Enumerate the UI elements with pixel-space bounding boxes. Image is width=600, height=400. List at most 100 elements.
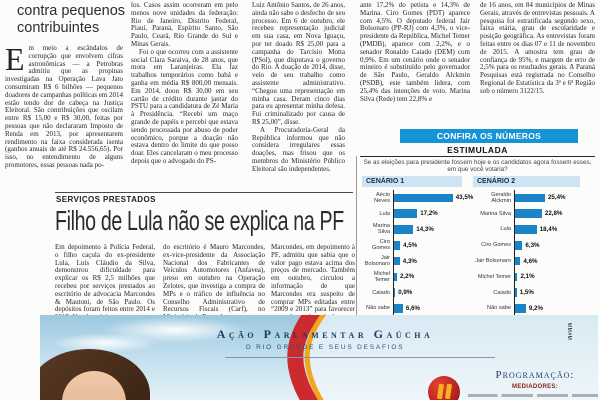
main-headline: Filho de Lula não se explica na PF: [55, 205, 344, 236]
vote-value: 1,5%: [519, 289, 534, 297]
vote-value: 43,5%: [455, 194, 474, 202]
chart-row: Geraldo Alckmin 25,4%: [473, 190, 590, 206]
ad-title-rule: [225, 357, 495, 358]
chart-row: Não sabe 6,6%: [362, 300, 470, 317]
panel-header: CONFIRA OS NÚMEROS: [400, 129, 578, 143]
candidate-label: Caiado: [493, 289, 511, 296]
article-text: m meio a escândalos de corrupção que env…: [5, 45, 123, 169]
vote-value: 4,3%: [402, 257, 417, 265]
scenario-2-chart: Geraldo Alckmin 25,4% Marina Silva 22,8% Lul…: [473, 190, 590, 333]
drop-cap: E: [5, 45, 25, 77]
candidate-label: Marina Silva: [480, 210, 511, 217]
bar-track: 0,9%: [393, 284, 470, 301]
chart-row: Michel Temer 2,1%: [473, 268, 590, 285]
article-column-3: Luiz Antônio Santos, de 26 anos, ainda n…: [252, 2, 345, 189]
bar-track: 4,3%: [393, 253, 470, 269]
chart-row: Lula 17,2%: [362, 205, 470, 222]
bar-track: 4,5%: [393, 237, 470, 254]
ad-credit: MM#M: [566, 323, 572, 341]
article-paragraph: los. Casos assim ocorreram em pelo menos…: [131, 2, 238, 48]
vote-value: 9,2%: [528, 304, 543, 312]
bar-track: 2,2%: [393, 268, 470, 285]
candidate-label: Não sabe: [487, 305, 511, 312]
vote-bar: [394, 209, 418, 218]
vote-bar: [394, 256, 400, 266]
vote-bar: [515, 209, 542, 218]
vote-value: 22,8%: [544, 210, 563, 218]
bar-track: 22,8%: [514, 205, 590, 222]
chart-row: Não sabe 9,2%: [473, 300, 590, 317]
bar-track: 6,6%: [393, 300, 470, 317]
article-column-2: los. Casos assim ocorreram em pelo menos…: [131, 2, 238, 189]
chart-row: Caiado 1,5%: [473, 284, 590, 301]
vote-bar: [515, 304, 526, 313]
chart-row: Marina Silva 22,8%: [473, 205, 590, 222]
bar-track: 17,2%: [393, 205, 470, 222]
ad-banner: Ação Parlamentar Gaúcha O RIO GRANDE E S…: [40, 315, 598, 400]
bottom-article-column-3: Marcondes, em depoimento à PF, admitiu q…: [271, 244, 355, 320]
bar-track: 1,5%: [514, 284, 590, 301]
vote-value: 4,6%: [523, 257, 538, 265]
candidate-label: Lula: [379, 210, 390, 217]
panel-subheader: ESTIMULADA: [447, 145, 508, 155]
article-column-5: de 16 anos, em 84 municípios de Minas Ge…: [480, 2, 595, 95]
ad-swoosh: [287, 315, 327, 400]
ad-mediators-label: MEDIADORES:: [512, 384, 558, 390]
chart-row: Aécio Neves 43,5%: [362, 190, 473, 206]
vote-value: 18,4%: [539, 225, 558, 233]
kicker: SERVIÇOS PRESTADOS: [56, 195, 156, 204]
vote-bar: [515, 225, 537, 234]
scenario-1-title: CENÁRIO 1: [362, 176, 462, 187]
ad-mediators-names: [468, 394, 598, 397]
ad-subtitle: O RIO GRANDE E SEUS DESAFIOS: [245, 344, 405, 351]
vote-value: 6,3%: [525, 241, 540, 249]
candidate-label: Michel Temer: [477, 273, 511, 280]
chart-row: Jair Bolsonaro 4,6%: [473, 253, 590, 269]
vote-value: 2,1%: [520, 273, 535, 281]
candidate-label: Aécio Neves: [374, 191, 390, 204]
article-paragraph: Foi o que ocorreu com a assistente socia…: [131, 47, 238, 165]
bar-track: 9,2%: [514, 300, 590, 317]
vote-bar: [394, 193, 453, 203]
cloud: [50, 333, 160, 353]
candidate-label: Lula: [500, 226, 511, 233]
vote-value: 25,4%: [547, 194, 566, 202]
candidate-label: Geraldo Alckmin: [491, 191, 511, 204]
bar-track: 2,1%: [514, 268, 590, 285]
article-paragraph: A Procuradoria-Geral da República inform…: [252, 125, 345, 173]
chart-row: Jair Bolsonaro 4,3%: [362, 253, 470, 269]
candidate-label: Jair Bolsonaro: [475, 258, 511, 265]
candidate-label: Michel Temer: [373, 270, 390, 283]
bar-track: 43,5%: [393, 190, 473, 206]
bottom-article-column-2: do escritório é Mauro Marcondes, ex-vice…: [163, 244, 265, 320]
scenario-2-title: CENÁRIO 2: [473, 176, 580, 187]
panel-question: Se as eleições para presidente fossem ho…: [363, 159, 592, 173]
bar-track: 4,6%: [514, 253, 590, 269]
chart-row: Ciro Gomes 6,3%: [473, 237, 590, 254]
vote-bar: [515, 241, 523, 250]
article-separator: [55, 192, 353, 193]
vote-bar: [515, 272, 518, 282]
bar-track: 6,3%: [514, 237, 590, 254]
bottom-article-column-1: Em depoimento à Polícia Federal, o filho…: [55, 244, 155, 320]
vote-bar: [394, 225, 414, 234]
ad-title: Ação Parlamentar Gaúcha: [216, 327, 434, 341]
vote-value: 2,2%: [399, 273, 415, 281]
vote-value: 17,2%: [420, 210, 438, 218]
candidate-label: Ciro Gomes: [481, 242, 511, 249]
candidate-label: Não sabe: [366, 305, 390, 312]
chart-row: Lula 18,4%: [473, 221, 590, 238]
candidate-label: Caiado: [372, 289, 390, 296]
chart-row: Caiado 0,9%: [362, 284, 470, 301]
vote-bar: [394, 288, 396, 297]
article-paragraph: Luiz Antônio Santos, de 26 anos, ainda n…: [252, 2, 345, 126]
woman-photo: [40, 315, 308, 400]
candidate-label: Jair Bolsonaro: [364, 255, 390, 268]
panel-divider: [356, 156, 357, 333]
panel-subheader-rule: [360, 156, 595, 157]
candidate-label: Marina Silva: [372, 223, 390, 236]
bar-track: 25,4%: [514, 190, 590, 206]
bar-track: 14,3%: [393, 221, 470, 238]
vote-bar: [515, 193, 545, 203]
chart-row: Ciro Gomes 4,5%: [362, 237, 470, 254]
